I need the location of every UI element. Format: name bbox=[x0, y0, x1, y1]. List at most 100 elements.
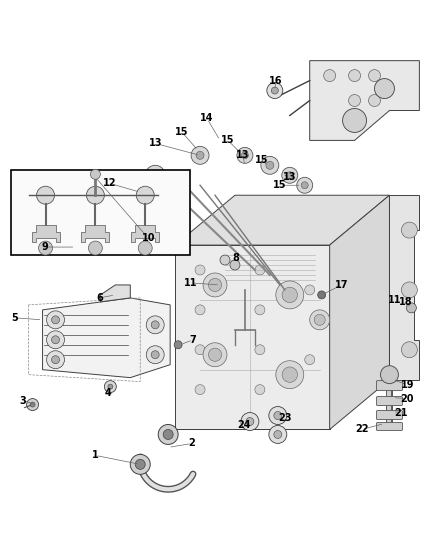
Circle shape bbox=[138, 241, 152, 255]
Text: 2: 2 bbox=[189, 439, 195, 448]
Circle shape bbox=[90, 169, 100, 179]
Text: 4: 4 bbox=[105, 387, 112, 398]
Text: 13: 13 bbox=[148, 139, 162, 148]
Circle shape bbox=[305, 285, 314, 295]
FancyBboxPatch shape bbox=[377, 423, 403, 431]
Text: 13: 13 bbox=[236, 150, 250, 160]
Circle shape bbox=[374, 78, 395, 99]
Text: 5: 5 bbox=[11, 313, 18, 323]
Circle shape bbox=[88, 241, 102, 255]
Circle shape bbox=[195, 385, 205, 394]
Text: 10: 10 bbox=[141, 233, 155, 243]
Text: 17: 17 bbox=[335, 280, 348, 290]
Circle shape bbox=[130, 455, 150, 474]
Text: 20: 20 bbox=[401, 393, 414, 403]
Circle shape bbox=[195, 305, 205, 315]
Text: 11: 11 bbox=[388, 295, 401, 305]
Circle shape bbox=[52, 336, 60, 344]
Text: 6: 6 bbox=[96, 293, 103, 303]
FancyBboxPatch shape bbox=[377, 397, 403, 406]
Circle shape bbox=[195, 265, 205, 275]
Circle shape bbox=[27, 399, 39, 410]
Circle shape bbox=[368, 94, 381, 107]
FancyBboxPatch shape bbox=[377, 410, 403, 419]
Circle shape bbox=[349, 94, 360, 107]
Circle shape bbox=[297, 177, 313, 193]
Text: 15: 15 bbox=[221, 135, 235, 146]
Text: 1: 1 bbox=[92, 450, 99, 461]
Circle shape bbox=[255, 265, 265, 275]
Circle shape bbox=[368, 70, 381, 82]
Circle shape bbox=[195, 345, 205, 355]
Text: 7: 7 bbox=[190, 335, 197, 345]
Circle shape bbox=[282, 167, 298, 183]
Circle shape bbox=[125, 180, 151, 206]
Text: 24: 24 bbox=[237, 421, 251, 431]
Circle shape bbox=[301, 182, 308, 189]
Circle shape bbox=[163, 430, 173, 439]
Circle shape bbox=[274, 411, 282, 419]
Text: 12: 12 bbox=[102, 178, 116, 188]
Circle shape bbox=[255, 345, 265, 355]
Circle shape bbox=[305, 355, 314, 365]
Polygon shape bbox=[175, 245, 330, 430]
Circle shape bbox=[145, 165, 165, 185]
Circle shape bbox=[104, 381, 117, 393]
Circle shape bbox=[132, 187, 144, 199]
Circle shape bbox=[37, 186, 54, 204]
FancyBboxPatch shape bbox=[377, 381, 403, 391]
Circle shape bbox=[146, 346, 164, 364]
Circle shape bbox=[208, 278, 222, 292]
Circle shape bbox=[274, 431, 282, 439]
Text: 23: 23 bbox=[278, 413, 292, 423]
Polygon shape bbox=[100, 285, 130, 302]
Circle shape bbox=[401, 222, 417, 238]
Circle shape bbox=[196, 151, 204, 159]
Circle shape bbox=[136, 186, 154, 204]
Circle shape bbox=[241, 152, 248, 159]
Polygon shape bbox=[389, 195, 419, 379]
Circle shape bbox=[203, 273, 227, 297]
Text: 16: 16 bbox=[269, 76, 283, 86]
Circle shape bbox=[108, 384, 113, 389]
Text: 21: 21 bbox=[395, 408, 408, 417]
Circle shape bbox=[208, 348, 222, 361]
Circle shape bbox=[241, 413, 259, 431]
Circle shape bbox=[39, 241, 53, 255]
Circle shape bbox=[401, 342, 417, 358]
Circle shape bbox=[318, 291, 326, 299]
Circle shape bbox=[276, 281, 304, 309]
Text: 14: 14 bbox=[200, 114, 214, 124]
Circle shape bbox=[255, 305, 265, 315]
Circle shape bbox=[349, 70, 360, 82]
Circle shape bbox=[246, 417, 254, 425]
Circle shape bbox=[158, 424, 178, 445]
Circle shape bbox=[135, 459, 145, 470]
Circle shape bbox=[151, 321, 159, 329]
Text: 22: 22 bbox=[355, 424, 368, 434]
Text: 8: 8 bbox=[233, 253, 240, 263]
Circle shape bbox=[310, 310, 330, 330]
Circle shape bbox=[46, 331, 64, 349]
Circle shape bbox=[191, 147, 209, 164]
Circle shape bbox=[255, 385, 265, 394]
Circle shape bbox=[267, 83, 283, 99]
Circle shape bbox=[343, 109, 367, 132]
Circle shape bbox=[230, 260, 240, 270]
Polygon shape bbox=[175, 195, 389, 245]
Circle shape bbox=[381, 366, 399, 384]
Circle shape bbox=[314, 314, 325, 325]
Polygon shape bbox=[42, 298, 170, 378]
Circle shape bbox=[401, 282, 417, 298]
Circle shape bbox=[52, 356, 60, 364]
Circle shape bbox=[52, 316, 60, 324]
Circle shape bbox=[261, 156, 279, 174]
Text: 15: 15 bbox=[255, 155, 268, 165]
Circle shape bbox=[269, 425, 287, 443]
Text: 9: 9 bbox=[41, 242, 48, 252]
Text: 15: 15 bbox=[175, 127, 189, 138]
Circle shape bbox=[46, 351, 64, 369]
Circle shape bbox=[266, 161, 274, 169]
Circle shape bbox=[271, 87, 278, 94]
Circle shape bbox=[174, 341, 182, 349]
